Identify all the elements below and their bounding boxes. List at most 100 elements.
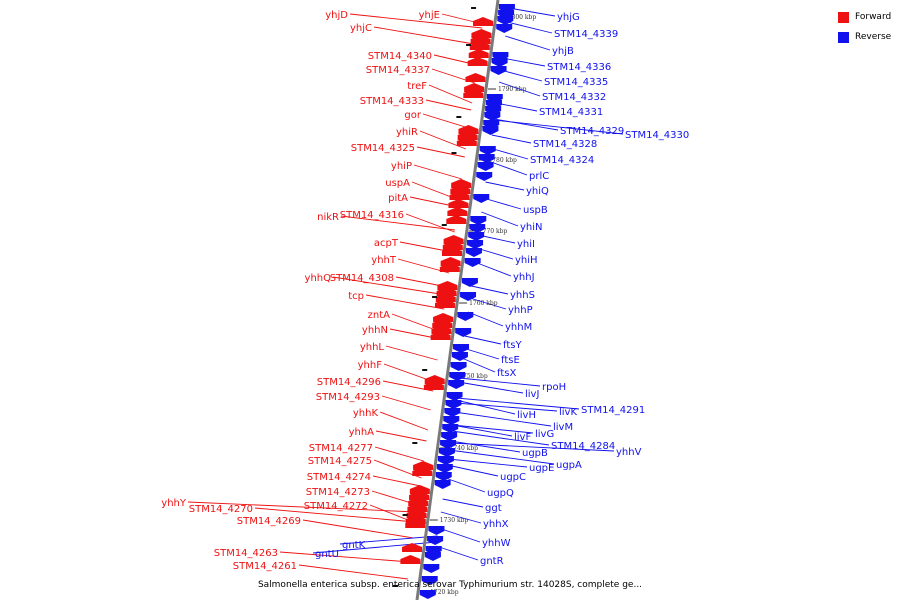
axis-tick-label: 1760 kbp [469,300,498,307]
label-connector [442,498,484,508]
forward-gene-feature [439,263,460,272]
reverse-gene-label: yhhX [483,519,509,530]
reverse-gene-feature [482,126,499,135]
forward-gene-feature [447,207,468,216]
label-connector [489,147,529,160]
feature-marker [393,585,399,587]
reverse-gene-label: yhjG [557,12,580,23]
label-connector [312,541,437,554]
reverse-gene-label: livM [553,422,573,433]
reverse-gene-feature [477,162,494,171]
label-connector [500,69,543,82]
reverse-gene-label: STM14_4329 [560,126,624,137]
forward-gene-feature [470,35,491,44]
forward-gene-feature [456,137,477,146]
forward-gene-feature [443,235,464,244]
feature-marker [402,514,408,516]
label-connector [471,285,509,295]
forward-gene-feature [400,555,421,564]
label-connector [462,347,500,360]
forward-gene-feature [409,491,430,500]
forward-gene-label: STM14_4269 [237,516,301,527]
reverse-gene-label: uspB [523,205,548,216]
forward-gene-feature [408,497,429,506]
forward-gene-label: yhhT [371,255,397,266]
label-connector [405,213,455,233]
label-connector [438,527,481,543]
reverse-gene-label: STM14_4339 [554,29,618,40]
reverse-gene-label: STM14_4332 [542,92,606,103]
reverse-gene-feature [427,536,444,545]
feature-marker [412,442,418,444]
reverse-gene-feature [444,408,461,417]
label-connector [445,477,486,493]
label-connector [416,146,465,158]
reverse-gene-label: yhjB [552,46,574,57]
label-connector [491,134,532,144]
legend-label-forward: Forward [855,12,892,22]
forward-gene-label: zntA [368,310,391,321]
feature-marker [456,116,462,118]
reverse-gene-label: STM14_4284 [551,441,615,452]
label-connector [461,357,496,373]
forward-gene-label: yhjC [350,23,372,34]
reverse-gene-feature [453,344,470,353]
label-connector [458,377,541,387]
forward-gene-label: yhjD [325,10,348,21]
reverse-gene-label: livH [517,410,536,421]
feature-marker [432,296,438,298]
reverse-gene-label: yhiN [520,222,543,233]
label-connector [428,84,473,104]
label-connector [467,311,504,327]
reverse-gene-label: livK [559,407,577,418]
label-connector [422,113,469,129]
forward-gene-label: acpT [374,238,399,249]
reverse-gene-feature [443,416,460,425]
forward-gene-label: STM14_4296 [317,377,381,388]
label-connector [372,475,421,487]
label-connector [455,399,516,415]
forward-gene-feature [473,17,494,26]
reverse-gene-feature [461,278,478,287]
forward-gene-feature [436,287,457,296]
label-connector [450,440,521,453]
label-connector [279,551,411,563]
forward-gene-feature [469,41,490,50]
reverse-gene-feature [465,248,482,257]
forward-gene-feature [405,519,426,528]
label-connector [349,13,483,29]
forward-gene-label: STM14_4273 [306,487,370,498]
reverse-gene-label: yhhP [508,305,533,316]
reverse-gene-label: yhiQ [526,186,549,197]
label-connector [508,7,556,17]
forward-gene-feature [446,215,467,224]
reverse-gene-feature [438,448,455,457]
forward-gene-feature [471,29,492,38]
axis-tick-label: 1780 kbp [488,157,517,164]
forward-gene-label: yhjE [419,10,440,21]
label-connector [469,297,507,310]
forward-gene-feature [434,299,455,308]
reverse-gene-label: yhiI [517,239,535,250]
label-connector [478,234,516,244]
reverse-gene-feature [440,440,457,449]
reverse-gene-feature [445,400,462,409]
gene-features [393,4,515,599]
label-connector [447,464,499,477]
map-caption: Salmonella enterica subsp. enterica sero… [257,580,643,590]
reverse-gene-label: livJ [525,389,539,400]
forward-gene-label: uspA [385,178,410,189]
forward-gene-label: STM14_4325 [351,143,415,154]
label-connector [455,402,558,412]
forward-gene-feature [432,319,453,328]
reverse-gene-feature [436,464,453,473]
label-connector [502,57,546,67]
axis-tick-label: 1800 kbp [508,14,537,21]
label-connector [374,446,424,462]
forward-gene-label: STM14_4316 [340,210,404,221]
label-connector [458,381,524,394]
forward-gene-label: STM14_4293 [316,392,380,403]
reverse-gene-feature [464,258,481,267]
reverse-gene-feature [446,392,463,401]
reverse-gene-label: gntK [342,540,366,551]
